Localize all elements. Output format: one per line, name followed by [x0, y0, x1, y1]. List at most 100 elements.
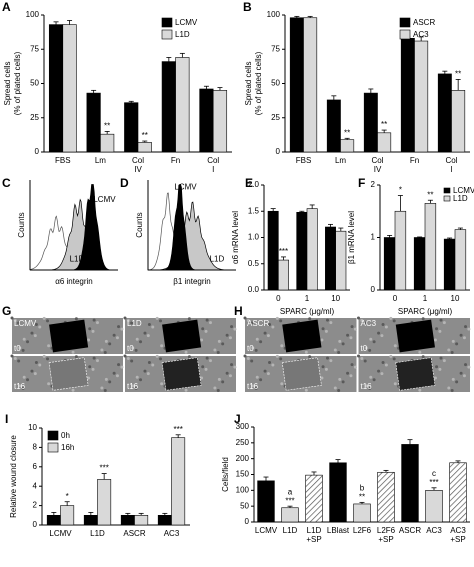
bar: [97, 479, 112, 526]
time-label: t16: [14, 382, 26, 391]
texture: [200, 338, 204, 342]
texture: [251, 346, 255, 350]
bar: [454, 229, 467, 291]
texture: [112, 371, 116, 375]
texture: [47, 344, 51, 348]
y-axis-label: β1 mRNA level: [347, 211, 356, 264]
bar: [329, 462, 347, 523]
annotation: c: [432, 469, 436, 478]
texture: [271, 325, 275, 329]
texture: [392, 319, 396, 323]
texture: [92, 356, 96, 360]
bar: [377, 132, 392, 153]
texture: [17, 321, 21, 325]
texture: [389, 354, 393, 358]
bar: [257, 480, 275, 523]
wound: [49, 319, 89, 353]
texture: [433, 376, 437, 380]
texture: [266, 372, 270, 376]
x-tick-label: Lm: [335, 156, 346, 165]
texture: [439, 318, 443, 322]
texture: [46, 319, 50, 323]
y-tick-label: 0.0: [248, 285, 260, 294]
bar: [305, 474, 323, 523]
bar: [100, 133, 115, 153]
texture: [139, 340, 143, 344]
texture: [47, 382, 51, 386]
annotation: ***: [429, 478, 438, 487]
texture: [117, 363, 121, 367]
texture: [123, 354, 127, 358]
texture: [380, 372, 384, 376]
y-tick-label: 300: [236, 422, 250, 431]
texture: [34, 322, 38, 326]
wound-outline: [281, 357, 322, 391]
bar: [157, 514, 172, 526]
texture: [204, 329, 208, 333]
texture: [155, 354, 159, 358]
x-axis-label: SPARC (μg/ml): [280, 307, 335, 316]
curve-label: L1D: [70, 254, 85, 263]
x-tick-label: 0: [393, 294, 398, 303]
texture: [320, 376, 324, 380]
x-tick-label: 1: [423, 294, 428, 303]
time-label: t0: [14, 344, 21, 353]
bar: [137, 142, 152, 153]
texture: [364, 346, 368, 350]
texture: [324, 329, 328, 333]
annotation: b: [360, 483, 365, 492]
texture: [271, 363, 275, 367]
texture: [46, 357, 50, 361]
texture: [349, 336, 353, 340]
annotation: *: [399, 186, 402, 195]
texture: [100, 348, 104, 352]
texture: [259, 378, 263, 382]
texture: [364, 384, 368, 388]
bar: [449, 462, 467, 523]
y-tick-label: 8: [33, 443, 38, 452]
texture: [421, 355, 425, 359]
texture: [159, 357, 163, 361]
y-axis-label: (% of plated cells): [254, 51, 263, 115]
texture: [321, 365, 325, 369]
texture: [346, 371, 350, 375]
texture: [103, 351, 107, 355]
y-tick-label: 0: [245, 517, 250, 526]
texture: [438, 367, 442, 371]
texture: [338, 339, 342, 343]
legend-label: L1D: [453, 194, 468, 203]
texture: [104, 377, 108, 381]
texture: [147, 360, 151, 364]
bar: [363, 92, 378, 153]
texture: [254, 386, 258, 390]
texture: [321, 327, 325, 331]
bar: [212, 90, 228, 153]
bar: [425, 490, 443, 523]
legend-swatch: [399, 17, 411, 28]
x-tick-label: AC3 +SP: [450, 526, 466, 544]
texture: [377, 369, 381, 373]
x-tick-label: L2F6: [353, 526, 372, 535]
y-tick-label: 50: [30, 79, 39, 88]
x-tick-label: Col I: [207, 156, 219, 174]
time-label: t16: [361, 382, 373, 391]
texture: [337, 389, 341, 393]
texture: [205, 318, 209, 322]
texture: [230, 363, 234, 367]
texture: [266, 334, 270, 338]
y-tick-label: 6: [33, 462, 38, 471]
wound-outline: [48, 357, 89, 391]
y-tick-label: 100: [26, 10, 40, 19]
legend-swatch: [443, 195, 451, 202]
bar: [414, 40, 429, 153]
texture: [450, 351, 454, 355]
texture: [447, 348, 451, 352]
texture: [91, 367, 95, 371]
texture: [369, 375, 373, 379]
texture: [120, 365, 124, 369]
y-tick-label: 1.0: [248, 233, 260, 242]
texture: [384, 363, 388, 367]
y-tick-label: 1.5: [248, 206, 260, 215]
x-tick-label: Col IV: [371, 156, 383, 174]
x-tick-label: Col I: [445, 156, 457, 174]
